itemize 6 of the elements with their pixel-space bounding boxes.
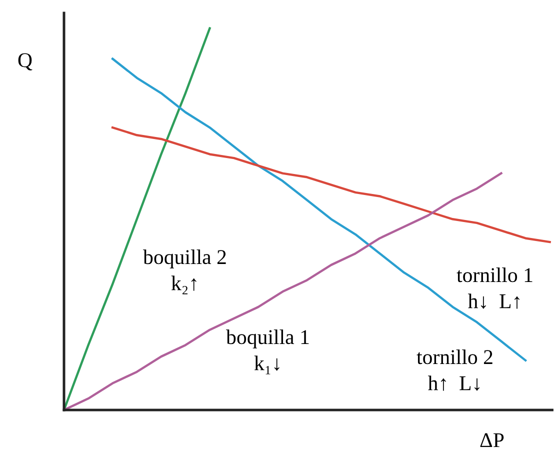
annotation: tornillo 1 h↓ L↑ [456, 267, 532, 309]
x-axis-title: ΔP [480, 433, 504, 448]
y-axis-title: Q [18, 53, 32, 70]
annotation: tornillo 2 h↑ L↓ [416, 349, 492, 391]
annotation: boquilla 1 k₁↓ [226, 329, 309, 374]
annotation: boquilla 2 k₂↑ [143, 249, 226, 294]
